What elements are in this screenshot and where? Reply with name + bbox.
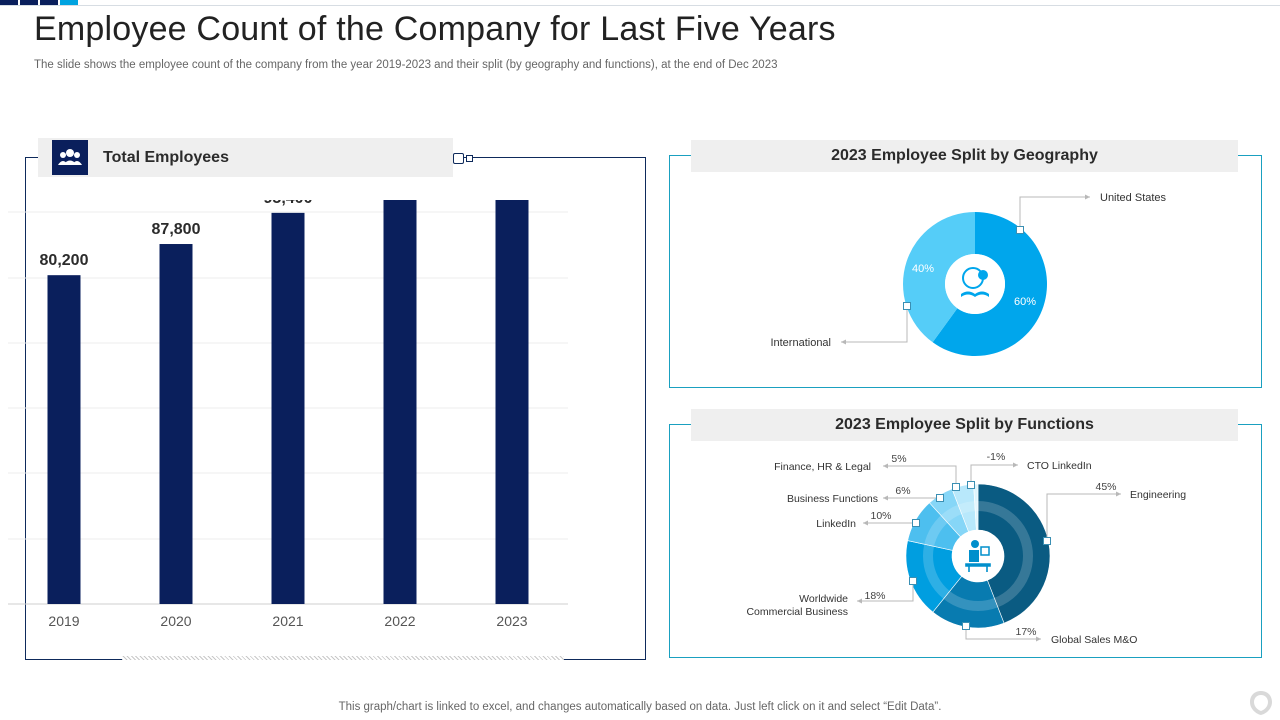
bar-chart-title: Total Employees (103, 149, 229, 166)
fn-marker (909, 577, 917, 585)
users-group-icon-glyph (58, 149, 82, 165)
fn-category-label: Global Sales M&O (1051, 634, 1137, 646)
users-group-icon (52, 140, 88, 175)
fn-leader-arrow (1116, 491, 1121, 497)
bar-2022 (383, 200, 417, 604)
fn-marker (962, 622, 970, 630)
globe-book-icon-gear (978, 270, 988, 280)
person-at-desk-icon-body (969, 550, 979, 562)
footer-note: This graph/chart is linked to excel, and… (338, 701, 942, 713)
person-at-desk-icon-head (971, 540, 979, 548)
bar-value-label: 80,200 (40, 252, 89, 269)
resize-handle[interactable] (453, 153, 464, 164)
fn-inner-ring (923, 501, 1033, 611)
geo-pct-label: 60% (1014, 296, 1036, 308)
fn-category-label: Finance, HR & Legal (774, 461, 871, 473)
geography-donut-chart: 60% 40% United States International (770, 192, 1167, 356)
fn-category-label: LinkedIn (816, 518, 856, 530)
fn-leader-line (857, 581, 914, 602)
fn-category-label: Business Functions (787, 493, 878, 505)
fn-leader-arrow (1013, 462, 1018, 468)
person-at-desk-icon-desk (965, 563, 991, 572)
fn-marker (967, 481, 975, 489)
fn-pct-label: 45% (1095, 481, 1116, 493)
fn-category-label: Engineering (1130, 489, 1186, 501)
geo-leader-line (841, 306, 908, 343)
geo-pct-label: 40% (912, 263, 934, 275)
x-tick-label: 2020 (160, 613, 191, 629)
bar-chart-header: Total Employees (38, 138, 453, 177)
geo-category-label: United States (1100, 192, 1167, 204)
fn-leader-arrow (857, 598, 862, 604)
fn-leader-arrow (1036, 636, 1041, 642)
fn-marker (1043, 537, 1051, 545)
globe-book-icon (961, 267, 989, 297)
page-subtitle: The slide shows the employee count of th… (34, 59, 778, 71)
panel-bottom-hatch (122, 656, 564, 660)
bar-2023 (495, 200, 529, 605)
fn-leader-arrow (863, 520, 868, 526)
x-tick-label: 2022 (384, 613, 415, 629)
functions-title: 2023 Employee Split by Functions (691, 409, 1238, 441)
x-tick-label: 2021 (272, 613, 303, 629)
geo-category-label: International (770, 337, 831, 349)
top-accent-bar (0, 0, 1280, 6)
fn-pct-label: 17% (1015, 626, 1036, 638)
fn-pct-label: 18% (864, 590, 885, 602)
bar-value-label: 95,400 (264, 200, 313, 207)
person-at-desk-icon-screen (980, 546, 990, 556)
fn-pct-label: 10% (870, 510, 891, 522)
geo-slice-1 (903, 212, 975, 343)
bar-2019 (47, 275, 81, 604)
bar-chart: 80,200201987,800202095,400202199,2002022… (8, 200, 568, 629)
bar-2020 (159, 244, 193, 604)
person-at-desk-icon (965, 540, 991, 572)
x-tick-label: 2023 (496, 613, 527, 629)
fn-marker (912, 519, 920, 527)
fn-category-label: Worldwide Commercial Business (746, 593, 848, 618)
resize-handle-small[interactable] (466, 155, 473, 162)
fn-leader-arrow (883, 495, 888, 501)
functions-donut-chart: 45% Engineering 17% Global Sales M&O 18% Worl… (746, 451, 1186, 646)
fn-leader-line (883, 465, 957, 487)
fn-pct-label: -1% (987, 451, 1006, 463)
x-tick-label: 2019 (48, 613, 79, 629)
globe-book-icon-book (961, 291, 989, 297)
geo-marker (903, 302, 911, 310)
fn-marker (936, 494, 944, 502)
fn-leader-line (1046, 493, 1121, 541)
page-title: Employee Count of the Company for Last F… (34, 10, 836, 48)
fn-pct-label: 5% (891, 453, 906, 465)
geo-marker (1016, 226, 1024, 234)
geo-leader-arrow (841, 339, 846, 345)
fn-category-label: CTO LinkedIn (1027, 460, 1092, 472)
watermark-icon (1250, 691, 1272, 715)
fn-leader-line (970, 464, 1018, 485)
fn-marker (952, 483, 960, 491)
fn-pct-label: 6% (895, 485, 910, 497)
geography-title: 2023 Employee Split by Geography (691, 140, 1238, 172)
geo-leader-arrow (1085, 194, 1090, 200)
bar-value-label: 87,800 (152, 221, 201, 238)
fn-leader-line (965, 626, 1041, 640)
bar-2021 (271, 212, 305, 605)
geo-slice-0 (932, 212, 1047, 356)
fn-leader-arrow (883, 463, 888, 469)
geo-leader-line (1019, 196, 1090, 230)
geo-center (945, 254, 1005, 314)
